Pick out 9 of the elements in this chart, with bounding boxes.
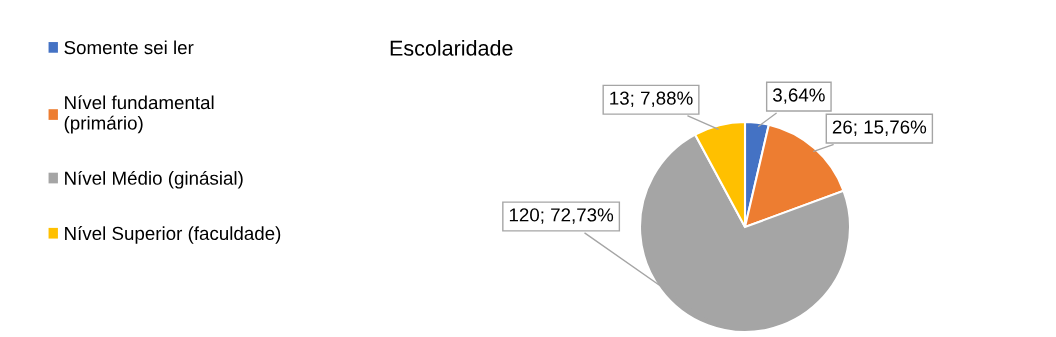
chart-title: Escolaridade [390, 39, 513, 56]
data-label: 3,64% [772, 88, 825, 104]
data-label: 120; 72,73% [509, 208, 614, 224]
legend-label: Somente sei ler [64, 40, 194, 55]
legend-label: Nível fundamental (primário) [64, 95, 214, 134]
legend-label: Nível Médio (ginásial) [65, 170, 243, 189]
data-label: 26; 15,76% [832, 120, 927, 136]
legend-label: Nível Superior (faculdade) [65, 226, 281, 244]
data-label: 13; 7,88% [610, 91, 693, 107]
